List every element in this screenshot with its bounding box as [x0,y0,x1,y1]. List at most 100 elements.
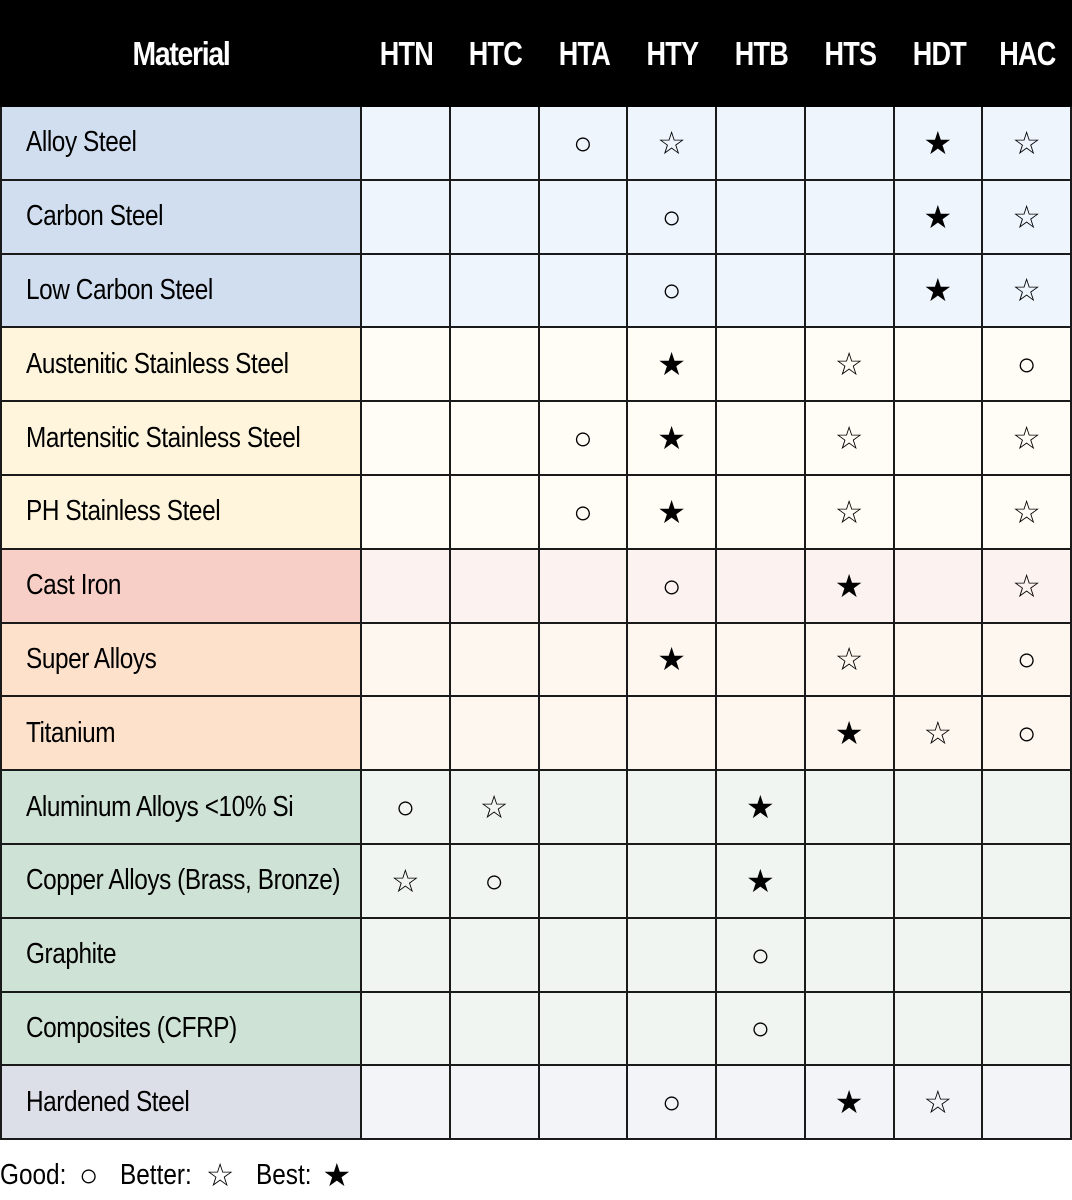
header-hdt: HDT [912,34,966,72]
rating-cell-htn [362,623,451,696]
rating-cell-hts [805,254,895,327]
rating-cell-htb: ★ [717,771,806,843]
rating-cell-hac: ○ [983,328,1072,401]
rating-cell-hta [539,623,629,696]
rating-cell-htb: ○ [717,918,806,991]
table-row: Martensitic Stainless Steel ○ ★ ☆ ☆ [0,402,1072,476]
star-filled-icon: ★ [834,715,864,752]
rating-cell-hac: ○ [983,697,1072,770]
rating-cell-hac: ☆ [983,475,1072,548]
circle-icon: ○ [750,936,771,973]
rating-cell-htb [717,402,806,474]
header-htn: HTN [379,34,434,72]
rating-cell-hty [628,992,717,1065]
material-name: Copper Alloys (Brass, Bronze) [26,864,341,897]
rating-cell-hty: ○ [628,254,717,327]
material-name-cell: Cast Iron [0,549,362,622]
table-row: Alloy Steel ○ ☆ ★ ☆ [0,107,1072,181]
rating-cell-hty: ★ [628,623,717,696]
circle-icon: ○ [395,789,416,826]
rating-cell-hts: ★ [805,697,895,770]
star-outline-icon: ☆ [479,789,509,826]
star-filled-icon: ★ [322,1157,352,1193]
rating-cell-htn [362,697,451,770]
rating-cell-hta: ○ [539,475,629,548]
rating-cell-hta: ○ [539,402,629,474]
material-name-cell: PH Stainless Steel [0,475,362,548]
rating-cell-hac [983,771,1072,843]
rating-cell-htb [717,549,806,622]
circle-icon: ○ [573,124,593,161]
star-outline-icon: ☆ [391,862,420,899]
star-filled-icon: ★ [657,420,686,457]
legend-good: Good: ○ [0,1157,98,1194]
star-outline-icon: ☆ [834,493,864,530]
material-name: Alloy Steel [26,126,137,159]
star-outline-icon: ☆ [834,420,864,457]
circle-icon: ○ [661,272,682,309]
material-name-cell: Martensitic Stainless Steel [0,402,362,474]
star-filled-icon: ★ [657,493,686,530]
material-name: Low Carbon Steel [26,273,213,306]
legend-good-label: Good: [0,1158,67,1191]
rating-cell-hty [628,918,717,991]
header-hts: HTS [824,34,876,72]
rating-cell-htn [362,549,451,622]
star-filled-icon: ★ [746,789,775,826]
legend-better-label: Better: [120,1158,193,1191]
circle-icon: ○ [573,493,593,530]
material-name-cell: Copper Alloys (Brass, Bronze) [0,844,362,917]
table-row: Austenitic Stainless Steel ★ ☆ ○ [0,328,1072,403]
rating-cell-hts: ★ [805,1066,895,1139]
rating-cell-htc [450,475,540,548]
rating-cell-htc: ○ [450,844,540,917]
table-row: PH Stainless Steel ○ ★ ☆ ☆ [0,475,1072,550]
rating-cell-hts [805,992,895,1065]
rating-cell-hdt: ☆ [894,1066,984,1139]
rating-cell-hty: ★ [628,475,717,548]
rating-cell-hts [805,180,895,253]
table-row: Composites (CFRP) ○ [0,992,1072,1067]
star-filled-icon: ★ [923,272,953,309]
table-row: Low Carbon Steel ○ ★ ☆ [0,254,1072,329]
material-name-cell: Alloy Steel [0,107,362,179]
rating-cell-htn [362,180,451,253]
star-outline-icon: ☆ [205,1157,235,1193]
table-header: Material HTN HTC HTA HTY HTB HTS HDT HAC [0,0,1072,107]
table-row: Carbon Steel ○ ★ ☆ [0,180,1072,255]
legend-best-label: Best: [256,1158,312,1191]
star-outline-icon: ☆ [1012,124,1041,161]
star-outline-icon: ☆ [923,1084,953,1121]
rating-cell-hta [539,992,629,1065]
table-row: Aluminum Alloys <10% Si ○ ☆ ★ [0,771,1072,845]
rating-cell-htb [717,697,806,770]
rating-cell-htn [362,918,451,991]
rating-cell-hty: ☆ [628,107,717,179]
rating-cell-htc [450,328,540,401]
rating-cell-hdt: ☆ [894,697,984,770]
rating-cell-hts: ★ [805,549,895,622]
rating-cell-htc [450,402,540,474]
rating-cell-hac: ☆ [983,180,1072,253]
star-filled-icon: ★ [923,198,953,235]
rating-cell-hta: ○ [539,107,629,179]
rating-cell-htc [450,918,540,991]
rating-cell-htc [450,1066,540,1139]
rating-cell-htb [717,254,806,327]
table-row: Super Alloys ★ ☆ ○ [0,623,1072,698]
rating-cell-htn: ☆ [362,844,451,917]
rating-cell-htc [450,697,540,770]
material-name-cell: Aluminum Alloys <10% Si [0,771,362,843]
table-body: Alloy Steel ○ ☆ ★ ☆ Carbon Steel ○ ★ ☆ Low Carbon… [0,107,1072,1141]
rating-cell-hts: ☆ [805,328,895,401]
material-name: Carbon Steel [26,200,164,233]
table-row: Copper Alloys (Brass, Bronze) ☆ ○ ★ [0,844,1072,919]
table-row: Titanium ★ ☆ ○ [0,697,1072,772]
rating-cell-hac: ☆ [983,549,1072,622]
material-name-cell: Carbon Steel [0,180,362,253]
header-htb: HTB [734,34,789,72]
circle-icon: ○ [79,1156,99,1193]
rating-cell-hts: ☆ [805,402,895,474]
rating-cell-hta [539,254,629,327]
rating-cell-hdt [894,992,984,1065]
